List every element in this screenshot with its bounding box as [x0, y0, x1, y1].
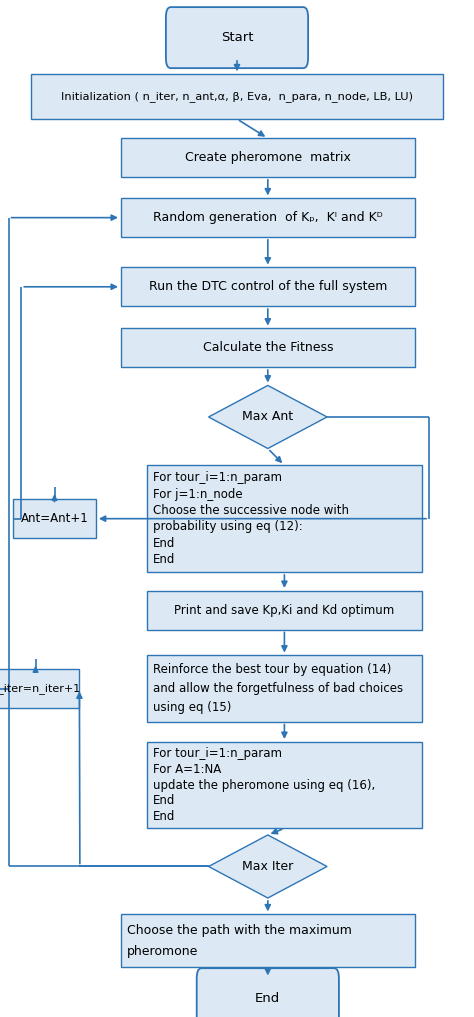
Bar [121, 267, 415, 306]
Text: Initialization ( n_iter, n_ant,α, β, Eva,  n_para, n_node, LB, LU): Initialization ( n_iter, n_ant,α, β, Eva… [61, 92, 413, 102]
Text: pheromone: pheromone [127, 945, 198, 958]
Bar [147, 655, 422, 722]
Text: Max Iter: Max Iter [242, 860, 293, 873]
Bar [121, 198, 415, 237]
Text: Ant=Ant+1: Ant=Ant+1 [21, 513, 88, 525]
Text: Start: Start [221, 32, 253, 44]
Text: n_iter=n_iter+1: n_iter=n_iter+1 [0, 683, 80, 694]
Bar [147, 741, 422, 828]
Text: For tour_i=1:n_param: For tour_i=1:n_param [153, 747, 282, 760]
Text: For A=1:NA: For A=1:NA [153, 763, 221, 776]
Bar [31, 74, 443, 119]
Bar [121, 138, 415, 177]
Bar [13, 499, 96, 538]
Text: Random generation  of Kₚ,  Kᴵ and Kᴰ: Random generation of Kₚ, Kᴵ and Kᴰ [153, 212, 383, 224]
Text: Print and save Kp,Ki and Kd optimum: Print and save Kp,Ki and Kd optimum [174, 604, 394, 616]
Text: End: End [153, 553, 175, 566]
Text: Max Ant: Max Ant [242, 411, 293, 423]
Text: For tour_i=1:n_param: For tour_i=1:n_param [153, 471, 282, 484]
Bar [121, 328, 415, 367]
Text: update the pheromone using eq (16),: update the pheromone using eq (16), [153, 779, 375, 791]
Bar [121, 914, 415, 967]
Text: End: End [153, 794, 175, 807]
Bar [0, 669, 79, 708]
FancyBboxPatch shape [197, 968, 339, 1017]
Text: End: End [153, 537, 175, 550]
Text: End: End [153, 811, 175, 823]
Text: Create pheromone  matrix: Create pheromone matrix [185, 152, 351, 164]
Text: using eq (15): using eq (15) [153, 701, 231, 714]
Text: Choose the successive node with: Choose the successive node with [153, 504, 349, 517]
Text: Calculate the Fitness: Calculate the Fitness [202, 342, 333, 354]
Text: Run the DTC control of the full system: Run the DTC control of the full system [149, 281, 387, 293]
Text: End: End [255, 993, 281, 1005]
FancyBboxPatch shape [166, 7, 308, 68]
Text: Reinforce the best tour by equation (14): Reinforce the best tour by equation (14) [153, 663, 391, 676]
Text: For j=1:n_node: For j=1:n_node [153, 487, 242, 500]
Polygon shape [209, 385, 327, 448]
Bar [147, 466, 422, 572]
Bar [147, 591, 422, 630]
Polygon shape [209, 835, 327, 898]
Text: and allow the forgetfulness of bad choices: and allow the forgetfulness of bad choic… [153, 682, 403, 695]
Text: probability using eq (12):: probability using eq (12): [153, 521, 302, 533]
Text: Choose the path with the maximum: Choose the path with the maximum [127, 923, 351, 937]
